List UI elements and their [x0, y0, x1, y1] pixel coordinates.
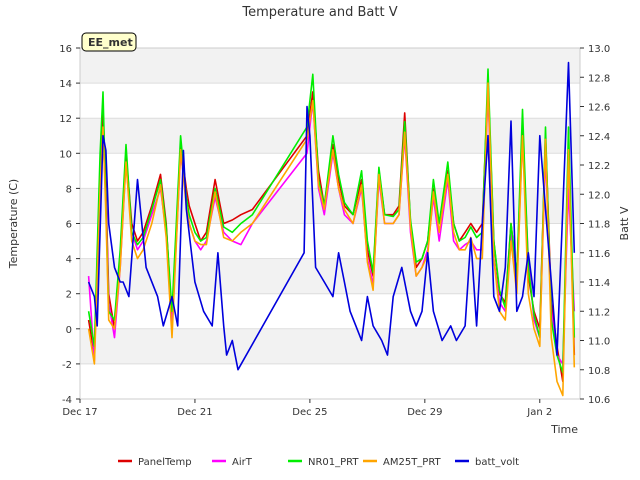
y-left-tick-label: 10 — [59, 149, 72, 160]
y-left-tick-label: 14 — [59, 79, 72, 90]
y-right-tick-label: 13.0 — [588, 44, 610, 55]
series-line-NR01_PRT — [87, 68, 576, 374]
series-layer — [87, 61, 576, 397]
station-badge: EE_met — [81, 32, 137, 52]
gridlines — [80, 47, 580, 400]
y-left-tick-label: 6 — [66, 220, 72, 231]
x-axis-ticks: Dec 17 Dec 21 Dec 25 Dec 29 Jan 2 — [62, 399, 552, 418]
legend-label-AM25T_PRT: AM25T_PRT — [383, 457, 442, 468]
y-right-tick-label: 12.2 — [588, 161, 610, 172]
y-left-tick-label: 16 — [59, 44, 72, 55]
legend-label-PanelTemp: PanelTemp — [138, 457, 192, 468]
y-axis-left-label: Temperature (C) — [7, 179, 20, 269]
x-tick-label: Dec 29 — [407, 407, 442, 418]
x-tick-label: Dec 17 — [62, 407, 97, 418]
x-axis-label: Time — [550, 423, 578, 436]
y-right-tick-label: 10.8 — [588, 366, 610, 377]
y-right-tick-label: 11.4 — [588, 278, 610, 289]
y-right-tick-label: 12.4 — [588, 132, 610, 143]
y-axis-right-label: Batt V — [618, 206, 631, 240]
y-right-tick-label: 11.2 — [588, 307, 610, 318]
y-right-tick-label: 12.8 — [588, 73, 610, 84]
legend-label-NR01_PRT: NR01_PRT — [308, 457, 359, 468]
y-left-tick-label: 0 — [66, 325, 72, 336]
y-right-tick-label: 12.6 — [588, 103, 610, 114]
y-right-tick-label: 12.0 — [588, 190, 610, 201]
legend-label-batt_volt: batt_volt — [475, 457, 519, 468]
band — [80, 48, 580, 84]
x-tick-label: Dec 21 — [177, 407, 212, 418]
band — [80, 328, 580, 364]
y-axis-left-ticks: -4 -2 0 2 4 6 8 10 12 14 16 — [59, 44, 80, 406]
y-left-tick-label: 12 — [59, 114, 72, 125]
y-left-tick-label: 8 — [66, 184, 72, 195]
x-tick-label: Dec 25 — [292, 407, 327, 418]
y-left-tick-label: 2 — [66, 290, 72, 301]
y-right-tick-label: 10.6 — [588, 395, 610, 406]
series-line-batt_volt — [87, 61, 576, 371]
y-axis-right-ticks: 10.6 10.8 11.0 11.2 11.4 11.6 11.8 12.0 12.2 12.4… — [580, 44, 610, 406]
x-tick-label: Jan 2 — [526, 407, 552, 418]
station-label: EE_met — [88, 36, 133, 49]
y-right-tick-label: 11.8 — [588, 220, 610, 231]
y-left-tick-label: 4 — [66, 255, 72, 266]
y-right-tick-label: 11.0 — [588, 337, 610, 348]
legend: PanelTemp AirT NR01_PRT AM25T_PRT batt_volt — [118, 457, 519, 468]
legend-label-AirT: AirT — [232, 457, 253, 468]
series-line-AM25T_PRT — [87, 82, 576, 397]
y-left-tick-label: -2 — [62, 360, 72, 371]
chart-title: Temperature and Batt V — [241, 5, 397, 20]
y-right-tick-label: 11.6 — [588, 249, 610, 260]
y-left-tick-label: -4 — [62, 395, 72, 406]
band — [80, 118, 580, 154]
